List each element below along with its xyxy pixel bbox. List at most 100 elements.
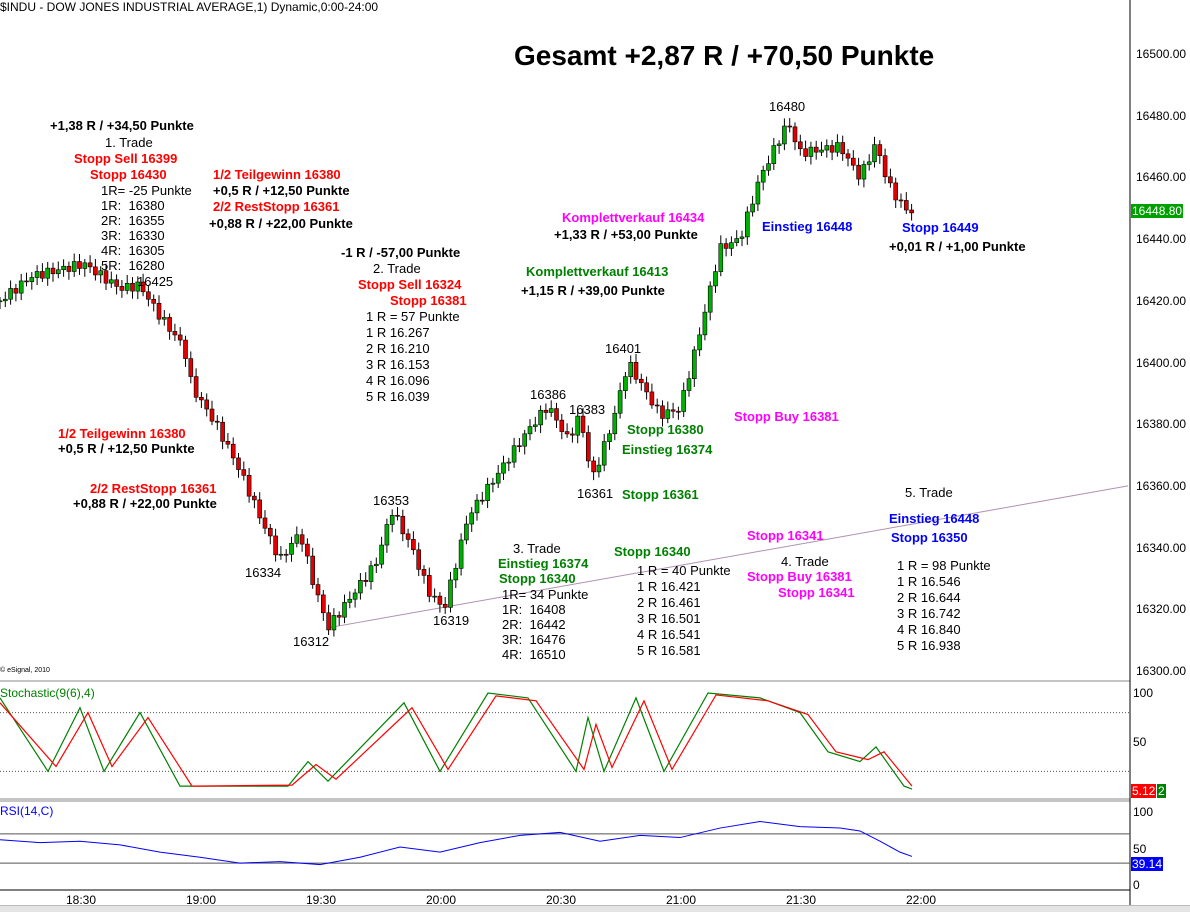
chart-annotation: +1,33 R / +53,00 Punkte [554, 227, 698, 242]
chart-annotation: 1R= -25 Punkte [101, 183, 192, 198]
candle-body [617, 390, 623, 414]
candle-body [829, 145, 835, 153]
candle-body [479, 499, 485, 502]
price-tick-label: 16400.00 [1136, 355, 1187, 370]
chart-annotation: 16353 [373, 493, 410, 508]
candle-body [750, 203, 755, 213]
candle-body [336, 615, 342, 618]
candle-body [607, 433, 612, 442]
candle-body [331, 615, 337, 631]
trendline [327, 485, 1129, 629]
candle-body [352, 592, 358, 600]
chart-annotation: Einstieg 16374 [498, 556, 589, 571]
candle-body [808, 146, 814, 157]
time-tick-label: 20:00 [426, 893, 457, 907]
candle-body [782, 125, 787, 145]
stochastic-tick-label: 50 [1133, 735, 1147, 749]
chart-annotation: Stopp Buy 16381 [747, 569, 852, 584]
candle-body [426, 575, 432, 597]
stochastic-d-line [0, 694, 913, 787]
price-tick-label: 16340.00 [1136, 540, 1187, 555]
candle-body [845, 153, 851, 159]
candle-body [71, 261, 77, 272]
chart-annotation: 2/2 RestStopp 16361 [213, 199, 340, 214]
time-tick-label: 19:30 [306, 893, 337, 907]
candle-body [856, 164, 861, 180]
candle-body [559, 419, 565, 432]
rsi-value-box: 39.14 [1131, 857, 1164, 871]
candle-body [209, 408, 215, 422]
time-tick-label: 21:30 [786, 893, 817, 907]
candle-body [813, 146, 819, 153]
candle-body [654, 404, 660, 407]
candle-body [824, 145, 830, 151]
candle-body [903, 200, 909, 211]
chart-annotation: 4R: 16305 [101, 243, 165, 258]
chart-annotation: Stopp 16340 [499, 571, 576, 586]
candle-body [283, 553, 289, 556]
candle-body [262, 517, 268, 529]
time-tick-label: 22:00 [906, 893, 937, 907]
candle-body [665, 409, 671, 419]
candle-body [501, 462, 506, 474]
price-tick-label: 16320.00 [1136, 602, 1187, 617]
rsi-tick-label: 100 [1133, 805, 1154, 819]
candle-body [596, 464, 602, 473]
candle-body [236, 457, 241, 470]
candle-body [707, 285, 713, 313]
candle-body [538, 409, 543, 426]
stochastic-label: Stochastic(9(6),4) [0, 686, 95, 700]
candle-body [601, 441, 607, 466]
candle-body [517, 445, 522, 448]
candle-body [0, 300, 3, 303]
stochastic-tick-label: 100 [1133, 686, 1154, 700]
candle-body [400, 515, 406, 535]
candle-body [585, 432, 591, 462]
candle-body [850, 157, 856, 166]
chart-annotation: 16319 [433, 613, 470, 628]
price-tick-label: 16380.00 [1136, 417, 1187, 432]
chart-annotation: Stopp Sell 16399 [74, 151, 178, 166]
candle-body [580, 415, 586, 433]
candle-body [45, 267, 51, 279]
chart-annotation: 16334 [245, 565, 282, 580]
candle-body [591, 460, 596, 473]
candle-body [305, 543, 310, 557]
candle-body [691, 349, 697, 379]
candle-body [882, 155, 888, 178]
candle-body [734, 238, 740, 243]
chart-annotation: Einstieg 16448 [762, 219, 853, 234]
candle-body [246, 475, 252, 497]
candle-body [729, 242, 734, 249]
candle-body [151, 298, 156, 304]
candle-body [363, 580, 369, 582]
horizontal-scrollbar[interactable] [0, 905, 1190, 912]
candle-body [289, 542, 294, 555]
candle-body [109, 279, 114, 284]
candle-body [877, 144, 883, 156]
candle-body [464, 523, 469, 541]
copyright: © eSignal, 2010 [0, 667, 50, 674]
candle-body [61, 265, 66, 271]
candle-body [315, 584, 321, 596]
candle-body [8, 288, 13, 300]
candle-body [686, 378, 692, 391]
candle-body [389, 514, 395, 525]
price-tick-label: 16500.00 [1136, 47, 1187, 61]
stochastic-k-value-box: 5.12 [1131, 784, 1157, 798]
candle-body [183, 339, 188, 359]
chart-annotation: 2R: 16442 [502, 617, 566, 632]
candle-body [55, 269, 61, 275]
price-tick-label: 16300.00 [1136, 664, 1187, 678]
chart-annotation: 16401 [605, 341, 642, 356]
chart-annotation: 2R: 16355 [101, 213, 165, 228]
candle-body [623, 376, 628, 391]
candle-body [220, 421, 225, 442]
chart-annotation: Stopp 16430 [90, 167, 167, 182]
candle-body [676, 410, 681, 413]
candle-body [342, 602, 347, 618]
candle-body [511, 445, 517, 463]
candle-body [628, 362, 634, 377]
candle-body [140, 281, 146, 293]
